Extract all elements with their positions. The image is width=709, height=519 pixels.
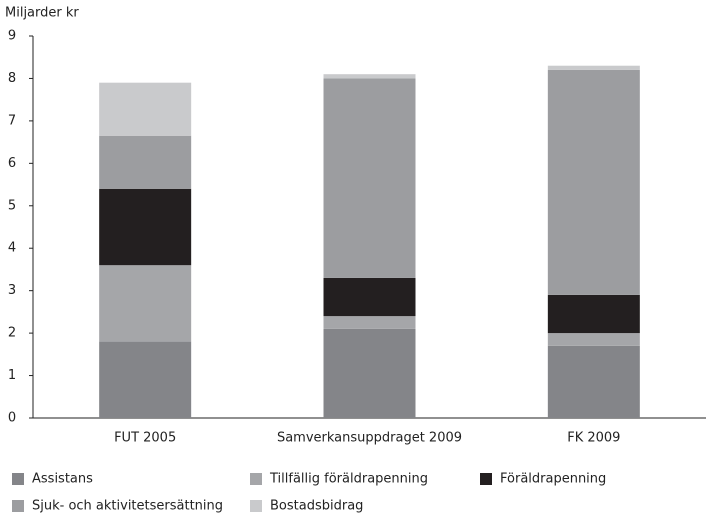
y-tick-label: 0 (8, 411, 16, 426)
legend-swatch (250, 473, 262, 485)
x-tick-label: Samverkansuppdraget 2009 (277, 431, 462, 446)
bar-segment (323, 277, 416, 317)
legend-label: Sjuk- och aktivitetsersättning (32, 499, 223, 514)
bar-segment (99, 265, 192, 342)
legend-label: Tillfällig föräldrapenning (269, 472, 428, 487)
bar-segment (99, 135, 192, 189)
legend-label: Föräldrapenning (500, 472, 606, 487)
bar-segment (323, 74, 416, 79)
y-tick-label: 1 (8, 368, 16, 383)
bar-segment (547, 333, 640, 346)
bar-segment (99, 188, 192, 266)
bar-segment (547, 345, 640, 418)
y-axis-label: Miljarder kr (5, 6, 79, 21)
bar-segment (323, 78, 416, 278)
y-tick-label: 4 (8, 241, 16, 256)
y-tick-label: 7 (8, 113, 16, 128)
legend-swatch (12, 473, 24, 485)
bar-segment (99, 82, 192, 136)
legend-swatch (480, 473, 492, 485)
x-tick-label: FK 2009 (567, 431, 620, 446)
legend-label: Bostadsbidrag (270, 499, 363, 514)
bar-segment (323, 316, 416, 329)
legend-swatch (250, 500, 262, 512)
legend-label: Assistans (32, 472, 93, 487)
x-tick-label: FUT 2005 (114, 431, 176, 446)
bar-segment (99, 341, 192, 418)
bar-segment (323, 328, 416, 418)
bar-segment (547, 65, 640, 70)
y-tick-label: 8 (8, 71, 16, 86)
y-tick-label: 3 (8, 283, 16, 298)
legend-swatch (12, 500, 24, 512)
bar-segment (547, 69, 640, 295)
y-tick-label: 6 (8, 156, 16, 171)
y-tick-label: 9 (8, 29, 16, 44)
y-tick-label: 5 (8, 198, 16, 213)
bar-segment (547, 294, 640, 334)
y-tick-label: 2 (8, 326, 16, 341)
